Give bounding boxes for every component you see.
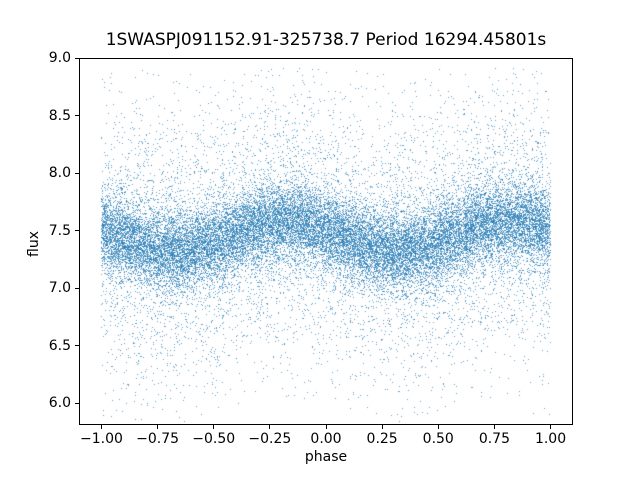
y-tick-mark xyxy=(75,345,79,347)
y-tick-mark xyxy=(75,402,79,404)
x-tick-mark xyxy=(213,425,215,429)
y-tick-mark xyxy=(75,57,79,59)
x-tick-mark xyxy=(437,425,439,429)
scatter-points-canvas xyxy=(79,58,573,425)
y-tick-label: 9.0 xyxy=(48,50,71,66)
x-tick-label: −0.50 xyxy=(192,431,236,447)
x-tick-mark xyxy=(157,425,159,429)
y-tick-mark xyxy=(75,172,79,174)
axes-box xyxy=(79,58,573,425)
x-tick-mark xyxy=(100,425,102,429)
x-axis-label: phase xyxy=(304,449,348,465)
x-tick-label: −0.25 xyxy=(248,431,292,447)
y-tick-label: 8.0 xyxy=(48,165,71,181)
x-tick-label: −0.75 xyxy=(136,431,180,447)
x-tick-mark xyxy=(381,425,383,429)
y-tick-mark xyxy=(75,230,79,232)
plot-title: 1SWASPJ091152.91-325738.7 Period 16294.4… xyxy=(105,30,547,50)
y-tick-mark xyxy=(75,115,79,116)
y-tick-mark xyxy=(75,287,79,289)
x-tick-mark xyxy=(550,425,552,429)
x-tick-label: 0.50 xyxy=(422,431,454,447)
x-tick-label: 0.75 xyxy=(478,431,510,447)
x-tick-label: 0.25 xyxy=(366,431,398,447)
y-axis-label-text: flux xyxy=(26,231,42,257)
x-tick-mark xyxy=(325,425,327,429)
y-tick-label: 6.5 xyxy=(48,337,71,354)
y-tick-label: 7.5 xyxy=(48,222,71,239)
x-tick-label: 1.00 xyxy=(534,431,567,447)
y-tick-label: 8.5 xyxy=(48,107,71,124)
x-tick-label: −1.00 xyxy=(80,431,123,447)
x-tick-mark xyxy=(269,425,271,429)
y-tick-label: 7.0 xyxy=(48,280,71,297)
y-tick-label: 6.0 xyxy=(48,395,71,412)
x-tick-label: 0.00 xyxy=(310,431,342,447)
x-tick-mark xyxy=(493,425,495,429)
